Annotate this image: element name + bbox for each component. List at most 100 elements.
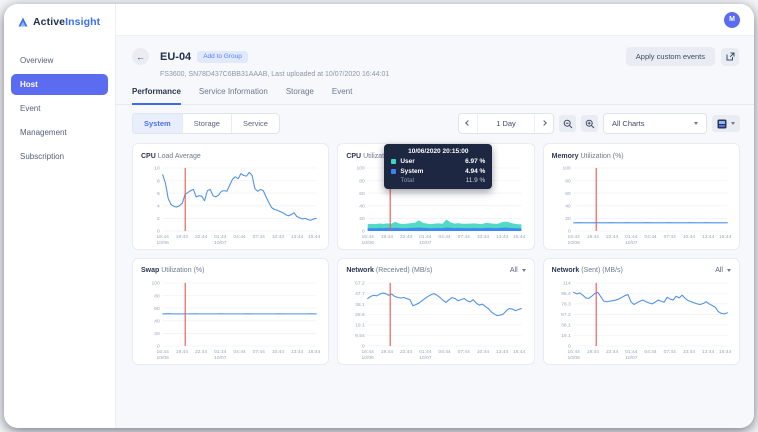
charts-filter-select[interactable]: All Charts — [603, 113, 707, 134]
tooltip-row-user: User 6.97 % — [391, 158, 485, 165]
svg-text:13:44: 13:44 — [496, 349, 509, 355]
svg-text:19.1: 19.1 — [355, 322, 365, 328]
chevron-down-icon — [694, 122, 698, 125]
zoom-in-icon — [585, 119, 594, 128]
tab-storage[interactable]: Storage — [285, 87, 314, 96]
svg-text:10/07: 10/07 — [214, 240, 227, 246]
svg-text:95.4: 95.4 — [561, 291, 571, 297]
segment-system[interactable]: System — [133, 114, 182, 133]
chart-card-network-received: Network (Received) (MB/s) All 0 9.54 19.1 2… — [337, 257, 535, 365]
svg-text:16:44: 16:44 — [567, 349, 580, 355]
svg-text:28.6: 28.6 — [355, 312, 365, 318]
metric-segmented-control: System Storage Service — [132, 113, 280, 134]
svg-text:13:44: 13:44 — [702, 349, 715, 355]
sidebar-nav: Overview Host Event Management Subscript… — [4, 43, 115, 174]
add-to-group-chip[interactable]: Add to Group — [197, 50, 248, 63]
chart-card-swap-utilization: Swap Utilization (%) 0 20 40 60 80 100 16:44 10… — [132, 257, 330, 365]
svg-text:22:44: 22:44 — [400, 234, 413, 240]
svg-text:19:44: 19:44 — [586, 349, 599, 355]
svg-text:10/07: 10/07 — [420, 355, 433, 361]
svg-text:10/07: 10/07 — [625, 355, 638, 361]
topbar: M — [116, 4, 754, 36]
chart-tooltip: 10/06/2020 20:15:00 User 6.97 % System 4… — [384, 144, 493, 189]
chart-title: Network (Received) (MB/s) — [346, 267, 433, 275]
range-next-button[interactable] — [535, 117, 553, 130]
svg-text:16:44: 16:44 — [157, 234, 170, 240]
sidebar-item-event[interactable]: Event — [20, 104, 41, 113]
svg-text:6: 6 — [157, 191, 160, 197]
open-external-button[interactable] — [721, 47, 739, 66]
svg-text:10/06: 10/06 — [567, 355, 580, 361]
sidebar-item-overview[interactable]: Overview — [20, 56, 54, 65]
svg-text:07:44: 07:44 — [458, 234, 471, 240]
zoom-out-button[interactable] — [559, 115, 576, 132]
chart-layout-button[interactable] — [712, 115, 740, 132]
svg-text:04:44: 04:44 — [644, 234, 657, 240]
svg-text:13:44: 13:44 — [291, 234, 304, 240]
svg-text:01:44: 01:44 — [625, 349, 638, 355]
svg-text:20: 20 — [360, 216, 366, 222]
svg-text:100: 100 — [562, 166, 570, 172]
charts-filter-value: All Charts — [612, 119, 645, 128]
svg-text:10/06: 10/06 — [157, 240, 170, 246]
segment-service[interactable]: Service — [230, 114, 279, 133]
svg-text:0: 0 — [568, 229, 571, 235]
svg-text:07:44: 07:44 — [663, 234, 676, 240]
tab-performance[interactable]: Performance — [132, 87, 181, 105]
host-title: EU-04 — [160, 50, 192, 63]
svg-text:0: 0 — [568, 344, 571, 350]
tooltip-row-total: Total 11.9 % — [391, 177, 485, 184]
svg-text:10/07: 10/07 — [214, 355, 227, 361]
apply-custom-events-button[interactable]: Apply custom events — [625, 47, 715, 66]
svg-text:16:44: 16:44 — [362, 234, 375, 240]
svg-text:0: 0 — [157, 344, 160, 350]
interface-filter-dropdown[interactable]: All — [510, 267, 526, 274]
brand-name: ActiveInsight — [33, 16, 101, 28]
svg-text:10:44: 10:44 — [272, 349, 285, 355]
svg-text:57.2: 57.2 — [561, 312, 571, 318]
sidebar-item-host[interactable]: Host — [11, 74, 108, 95]
user-avatar[interactable]: M — [724, 11, 740, 28]
svg-text:2: 2 — [157, 216, 160, 222]
svg-text:10/07: 10/07 — [625, 240, 638, 246]
sidebar-item-management[interactable]: Management — [20, 128, 67, 137]
svg-text:07:44: 07:44 — [458, 349, 471, 355]
svg-text:10: 10 — [154, 166, 160, 172]
segment-storage[interactable]: Storage — [181, 114, 231, 133]
svg-text:40: 40 — [360, 204, 366, 210]
chart-title: Memory Utilization (%) — [551, 152, 624, 160]
tab-service-information[interactable]: Service Information — [198, 87, 268, 96]
svg-text:16:44: 16:44 — [308, 349, 320, 355]
svg-text:01:44: 01:44 — [625, 234, 638, 240]
main-area: M ← EU-04 Add to Group Apply custom even… — [116, 4, 754, 428]
svg-text:10:44: 10:44 — [477, 234, 490, 240]
svg-text:16:44: 16:44 — [157, 349, 170, 355]
back-button[interactable]: ← — [132, 48, 149, 65]
svg-text:20: 20 — [154, 331, 160, 337]
sidebar: ActiveInsight Overview Host Event Manage… — [4, 4, 116, 428]
svg-text:80: 80 — [360, 178, 366, 184]
svg-text:19:44: 19:44 — [176, 234, 189, 240]
svg-text:19:44: 19:44 — [381, 234, 394, 240]
interface-filter-dropdown[interactable]: All — [715, 267, 731, 274]
svg-text:13:44: 13:44 — [496, 234, 509, 240]
svg-text:38.1: 38.1 — [561, 322, 571, 328]
svg-text:0: 0 — [157, 229, 160, 235]
chart-title: Network (Sent) (MB/s) — [551, 267, 623, 275]
host-header: ← EU-04 Add to Group Apply custom events… — [116, 36, 754, 78]
range-prev-button[interactable] — [459, 117, 477, 130]
svg-text:47.7: 47.7 — [355, 291, 365, 297]
zoom-in-button[interactable] — [581, 115, 598, 132]
chevron-down-icon — [521, 269, 526, 273]
tab-event[interactable]: Event — [331, 87, 353, 96]
svg-text:10/06: 10/06 — [157, 355, 170, 361]
svg-text:04:44: 04:44 — [439, 234, 452, 240]
svg-text:20: 20 — [565, 216, 571, 222]
svg-text:0: 0 — [362, 229, 365, 235]
svg-text:19.1: 19.1 — [561, 333, 571, 339]
zoom-out-icon — [563, 119, 572, 128]
svg-text:01:44: 01:44 — [214, 349, 227, 355]
svg-text:76.3: 76.3 — [561, 301, 571, 307]
sidebar-item-subscription[interactable]: Subscription — [20, 152, 65, 161]
